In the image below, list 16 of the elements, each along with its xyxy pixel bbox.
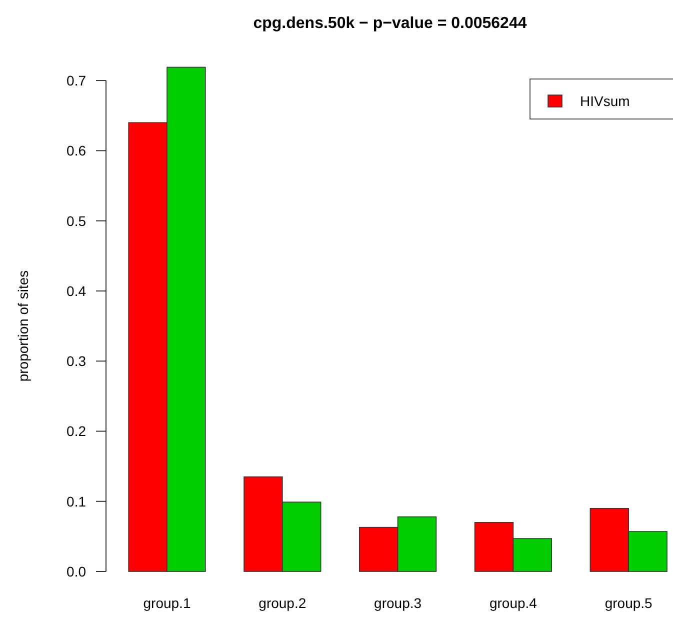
- y-tick-label: 0.4: [66, 282, 86, 299]
- y-tick-label: 0.7: [66, 72, 86, 89]
- y-tick-label: 0.1: [66, 493, 86, 510]
- x-tick-label: group.5: [604, 595, 653, 611]
- x-tick-label: group.3: [374, 595, 422, 611]
- x-tick-label: group.1: [143, 595, 191, 611]
- y-tick-label: 0.3: [66, 353, 86, 370]
- y-tick-label: 0.0: [66, 564, 86, 580]
- x-tick-label: group.2: [258, 595, 306, 611]
- y-tick-label: 0.6: [66, 142, 86, 159]
- y-tick-label: 0.2: [66, 423, 86, 440]
- x-tick-label: group.4: [489, 595, 538, 611]
- y-tick-label: 0.5: [66, 212, 86, 229]
- legend-label: HIVsum: [580, 93, 630, 109]
- y-axis-title: proportion of sites: [15, 270, 31, 382]
- chart-title: cpg.dens.50k − p−value = 0.0056244: [253, 15, 527, 32]
